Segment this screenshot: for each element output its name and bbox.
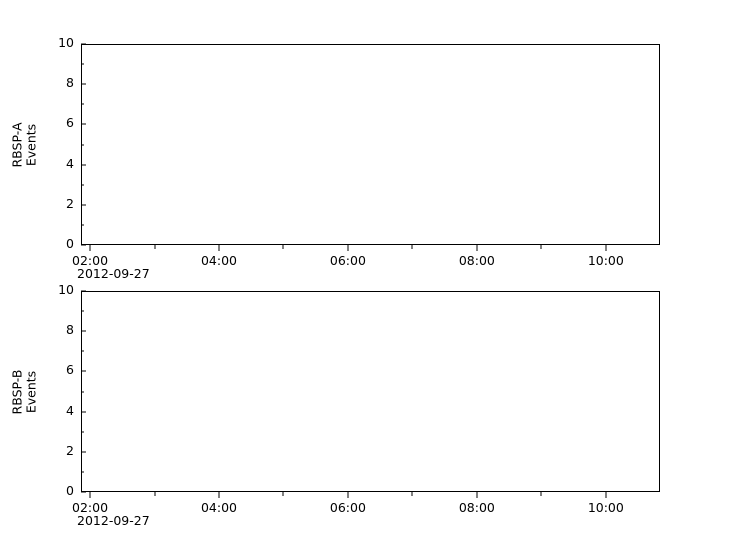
y-tick-major — [81, 83, 86, 85]
y-tick-label: 4 — [66, 155, 74, 171]
x-axis-date-label-rbsp-a: 2012-09-27 — [77, 266, 150, 281]
x-tick-major — [347, 245, 349, 251]
x-tick-label: 08:00 — [458, 500, 495, 515]
y-tick-label: 0 — [66, 236, 74, 251]
x-tick-label: 10:00 — [587, 253, 624, 268]
y-tick-minor — [81, 103, 84, 105]
y-tick-major — [81, 204, 86, 206]
x-tick-major — [476, 492, 478, 498]
x-tick-label: 10:00 — [587, 500, 624, 515]
x-tick-label: 06:00 — [329, 500, 366, 515]
y-tick-label: 10 — [58, 35, 74, 50]
x-tick-label: 04:00 — [200, 253, 237, 268]
y-tick-label: 0 — [66, 483, 74, 498]
x-tick-major — [605, 492, 607, 498]
x-tick-minor — [411, 492, 413, 496]
plot-panel-rbsp-b: RBSP-B Events 2012-09-27 0 2 4 6 8 10 02:00 04:… — [10, 283, 660, 527]
x-tick-label: 08:00 — [458, 253, 495, 268]
axes-frame-rbsp-b — [81, 291, 660, 492]
y-tick-minor — [81, 184, 84, 186]
y-tick-major — [81, 290, 86, 292]
y-tick-major — [81, 370, 86, 372]
y-tick-label: 8 — [66, 75, 74, 91]
x-tick-major — [218, 245, 220, 251]
x-tick-major — [605, 245, 607, 251]
x-tick-label: 02:00 — [72, 500, 109, 515]
y-tick-label: 2 — [66, 195, 74, 211]
y-tick-major — [81, 164, 86, 166]
y-tick-major — [81, 123, 86, 125]
x-axis-date-label-rbsp-b: 2012-09-27 — [77, 513, 150, 528]
y-tick-label: 6 — [66, 362, 74, 378]
y-tick-label: 8 — [66, 322, 74, 338]
y-tick-minor — [81, 310, 84, 312]
axes-frame-rbsp-a — [81, 44, 660, 245]
x-tick-label: 06:00 — [329, 253, 366, 268]
x-tick-major — [218, 492, 220, 498]
x-tick-major — [89, 245, 91, 251]
y-tick-major — [81, 491, 86, 493]
y-tick-major — [81, 43, 86, 45]
y-tick-minor — [81, 391, 84, 392]
plot-panel-rbsp-a: RBSP-A Events 2012-09-27 0 2 4 6 8 10 02:00 04:… — [10, 36, 660, 280]
y-tick-minor — [81, 63, 84, 65]
y-tick-label: 10 — [58, 282, 74, 297]
y-tick-major — [81, 411, 86, 413]
y-axis-label-line2: Events — [23, 370, 38, 413]
y-tick-minor — [81, 471, 84, 473]
y-tick-minor — [81, 224, 84, 226]
x-tick-minor — [540, 245, 542, 249]
y-tick-minor — [81, 431, 84, 433]
y-tick-major — [81, 244, 86, 246]
y-tick-major — [81, 330, 86, 332]
x-tick-label: 04:00 — [200, 500, 237, 515]
x-tick-minor — [154, 245, 155, 249]
x-tick-label: 02:00 — [72, 253, 109, 268]
x-tick-minor — [411, 245, 413, 249]
x-tick-minor — [282, 492, 284, 496]
x-tick-major — [89, 492, 91, 498]
x-tick-minor — [154, 492, 155, 496]
x-tick-minor — [282, 245, 284, 249]
y-tick-label: 6 — [66, 115, 74, 131]
y-tick-label: 4 — [66, 402, 74, 418]
y-axis-label-line1: RBSP-B — [9, 369, 25, 414]
x-tick-major — [347, 492, 349, 498]
y-tick-major — [81, 451, 86, 453]
y-axis-label-line1: RBSP-A — [9, 121, 25, 168]
y-axis-label-line2: Events — [23, 123, 38, 166]
y-tick-label: 2 — [66, 442, 74, 458]
x-tick-major — [476, 245, 478, 251]
y-tick-minor — [81, 144, 84, 145]
x-tick-minor — [540, 492, 542, 496]
y-tick-minor — [81, 350, 84, 352]
